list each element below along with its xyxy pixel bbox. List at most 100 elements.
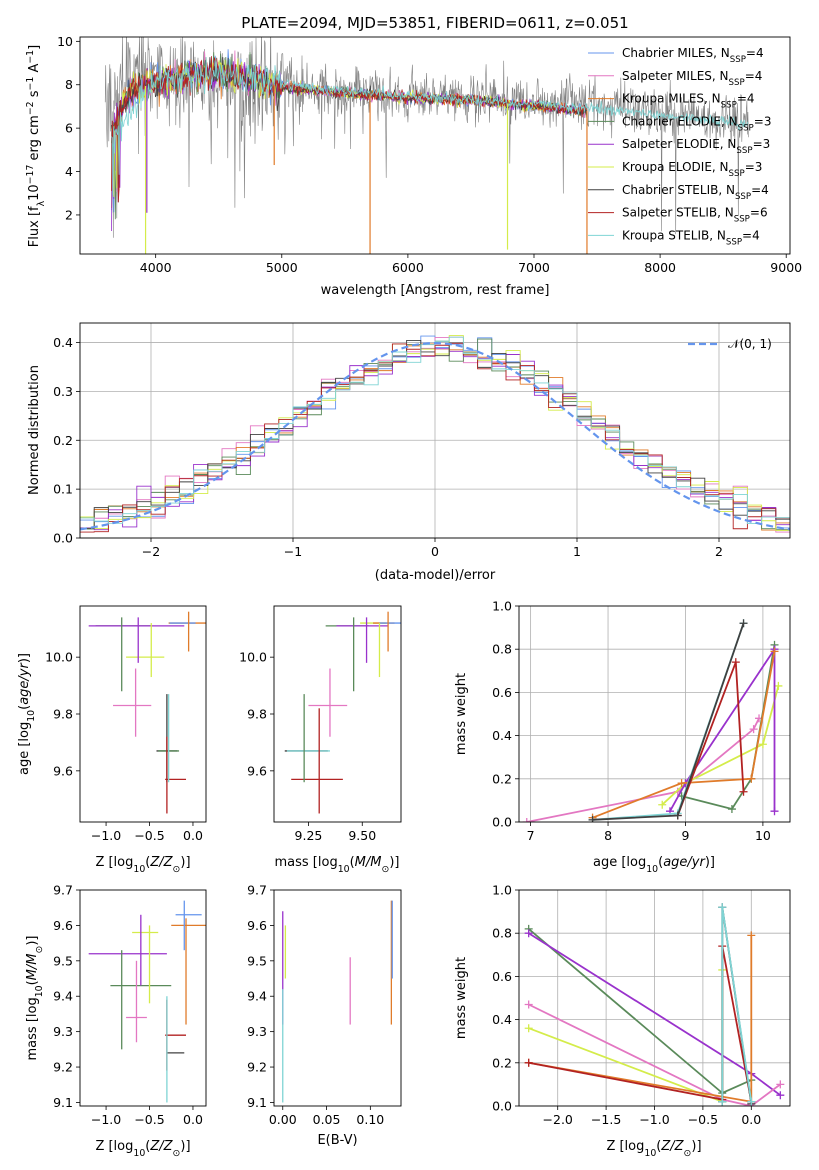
tick-label-y: 9.2	[53, 1060, 73, 1075]
legend-entry: Kroupa MILES, NSSP=4	[622, 92, 755, 111]
x-axis-label: wavelength [Angstrom, rest frame]	[321, 283, 550, 298]
marker	[747, 931, 756, 940]
legend-entry: Salpeter ELODIE, NSSP=3	[622, 137, 770, 156]
tick-label-x: 8	[604, 828, 612, 843]
tick-label-y: 0.2	[492, 771, 512, 786]
marker	[758, 740, 767, 749]
series-kroupa-elodie	[661, 685, 780, 806]
tick-label-x: 6000	[392, 260, 424, 275]
marker	[677, 779, 686, 788]
marker	[770, 807, 779, 816]
legend: 𝒩(0, 1)	[688, 337, 772, 351]
marker	[588, 815, 597, 822]
tick-label-x: −0.5	[134, 828, 164, 843]
axes-massweight-vs-age: 7 8 9 10 0.0 0.2 0.4 0.6 0.8 1.0	[492, 599, 791, 843]
tick-label-x: −2	[142, 544, 160, 559]
tick-label-y: 8	[65, 77, 73, 92]
series-salpeter-elodie	[669, 646, 776, 812]
tick-label-x: 0.10	[356, 1112, 384, 1127]
tick-label-x: 8000	[644, 260, 676, 275]
legend-entry: Kroupa STELIB, NSSP=4	[622, 228, 760, 247]
tick-label-y: 9.8	[247, 707, 267, 722]
tick-label-y: 0.4	[53, 335, 73, 350]
tick-label-y: 0.8	[492, 642, 512, 657]
tick-label-x: 2	[715, 544, 723, 559]
plot-area	[88, 900, 206, 1103]
tick-label-y: 9.6	[247, 918, 267, 933]
tick-label-y: 0.2	[492, 1055, 512, 1070]
model-salpeter-stelib	[111, 56, 588, 203]
tick-label-y: 9.4	[247, 989, 267, 1004]
tick-label-y: 0.0	[53, 531, 73, 546]
tick-label-x: 9	[681, 828, 689, 843]
axes-massweight-vs-Z: −2.0 −1.5 −1.0 −0.5 0.0 0.0 0.2 0.4 0.6 0.8 1.0	[492, 883, 791, 1127]
y-axis-label: age [log10(age/yr)]	[17, 653, 37, 775]
tick-label-y: 0.6	[492, 685, 512, 700]
tick-label-y: 9.7	[53, 883, 73, 898]
legend: Chabrier MILES, NSSP=4 Salpeter MILES, NS…	[588, 46, 771, 247]
tick-label-y: 1.0	[492, 599, 512, 614]
tick-label-x: −1.5	[591, 1112, 621, 1127]
tick-label-y: 9.3	[53, 1024, 73, 1039]
tick-label-y: 9.5	[53, 953, 73, 968]
tick-label-y: 4	[65, 164, 73, 179]
x-axis-label: age [log10(age/yr)]	[593, 855, 715, 875]
tick-label-y: 9.5	[247, 953, 267, 968]
series-kroupa-miles	[592, 651, 776, 819]
axes-age-vs-mass: 9.25 9.50 9.6 9.8 10.0	[239, 605, 402, 843]
x-axis-label: Z [log10(Z/Z⊙)]	[95, 855, 190, 875]
tick-label-x: −1.0	[639, 1112, 669, 1127]
marker	[727, 805, 736, 814]
tick-label-x: −0.5	[688, 1112, 718, 1127]
axes-frame	[518, 605, 791, 823]
axes-mass-vs-EBV: 0.00 0.05 0.10 9.1 9.2 9.3 9.4 9.5 9.6 9.7	[247, 883, 402, 1127]
marker	[770, 647, 779, 656]
plot-area	[104, 37, 749, 254]
plot-area	[88, 611, 206, 814]
tick-label-y: 9.4	[53, 989, 73, 1004]
tick-label-y: 0.0	[492, 1099, 512, 1114]
tick-label-y: 0.1	[53, 482, 73, 497]
marker	[776, 1091, 785, 1100]
tick-label-x: 4000	[140, 260, 172, 275]
tick-label-y: 0.4	[492, 728, 512, 743]
axes-frame	[273, 889, 402, 1107]
marker	[524, 1000, 533, 1009]
tick-label-y: 9.2	[247, 1060, 267, 1075]
series-salpeter-miles	[528, 1003, 781, 1106]
marker	[658, 800, 667, 809]
tick-label-y: 1.0	[492, 883, 512, 898]
legend-entry: 𝒩(0, 1)	[728, 337, 772, 351]
marker	[749, 725, 758, 734]
marker	[524, 1058, 533, 1067]
tick-label-x: 5000	[266, 260, 298, 275]
marker	[673, 811, 682, 820]
tick-label-y: 9.6	[247, 763, 267, 778]
y-axis-label: mass weight	[454, 957, 469, 1039]
axes-spectrum: 4000 5000 6000 7000 8000 9000 2 4 6 8 10	[57, 34, 802, 275]
tick-label-x: 7	[527, 828, 535, 843]
tick-label-y: 9.6	[53, 763, 73, 778]
tick-label-x: 9.25	[295, 828, 323, 843]
axes-frame	[79, 889, 207, 1107]
tick-label-y: 9.7	[247, 883, 267, 898]
axes-residuals: −2 −1 0 1 2 0.0 0.1 0.2 0.3 0.4	[53, 322, 791, 559]
tick-label-x: 0.0	[741, 1112, 761, 1127]
marker	[776, 1080, 785, 1089]
chart-title: PLATE=2094, MJD=53851, FIBERID=0611, z=0…	[241, 14, 628, 32]
marker	[747, 1097, 756, 1106]
tick-label-y: 10.0	[239, 650, 267, 665]
tick-label-y: 0.6	[492, 969, 512, 984]
y-axis-label: mass [log10(M/M⊙)]	[25, 936, 45, 1061]
marker	[739, 619, 748, 628]
plot-area	[282, 900, 393, 1103]
tick-label-x: 1	[573, 544, 581, 559]
tick-label-x: 9.50	[348, 828, 376, 843]
x-axis-label: mass [log10(M/M⊙)]	[275, 855, 400, 875]
marker	[731, 658, 740, 667]
marker	[522, 818, 531, 822]
tick-label-y: 10	[57, 34, 73, 49]
x-axis-label: Z [log10(Z/Z⊙)]	[95, 1139, 190, 1159]
tick-label-y: 0.4	[492, 1012, 512, 1027]
